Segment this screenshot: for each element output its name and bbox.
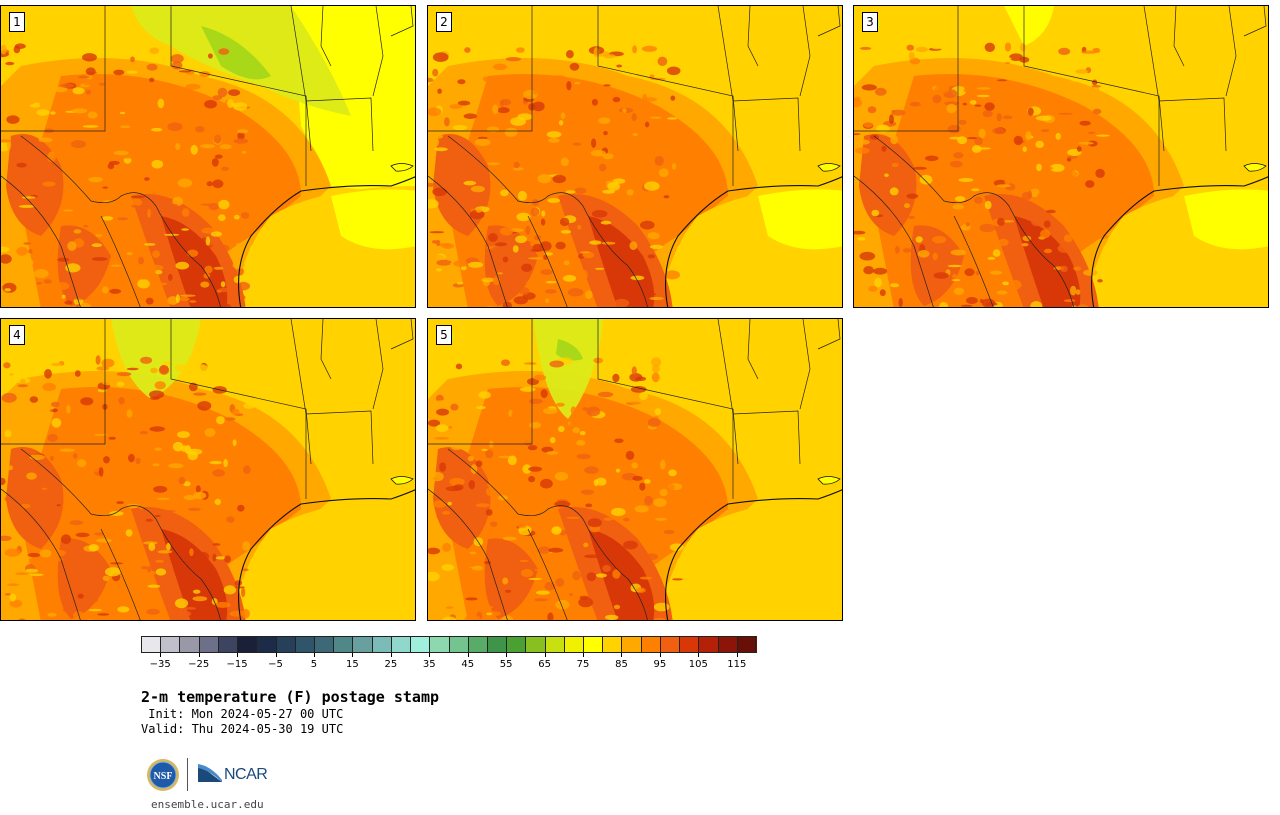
ensemble-member-map-5: 5	[427, 318, 843, 621]
member-label: 1	[9, 12, 25, 32]
colorbar-tick-label: −25	[188, 659, 210, 670]
colorbar-swatch	[390, 636, 411, 653]
colorbar-tick-label: 35	[422, 659, 436, 670]
colorbar-tick-label: 55	[499, 659, 513, 670]
colorbar-swatch	[583, 636, 603, 653]
colorbar-tick	[429, 653, 431, 657]
init-time: Init: Mon 2024-05-27 00 UTC	[141, 707, 344, 721]
member-label: 5	[436, 325, 452, 345]
colorbar-tick-label: −15	[226, 659, 248, 670]
colorbar-swatch	[256, 636, 277, 653]
colorbar-tick	[659, 653, 661, 657]
colorbar-swatch	[217, 636, 238, 653]
temperature-field	[1, 6, 415, 307]
colorbar-tick-label: 45	[461, 659, 475, 670]
colorbar-swatch	[525, 636, 546, 653]
colorbar-tick	[544, 653, 546, 657]
colorbar-swatch	[294, 636, 315, 653]
colorbar-tick-label: 85	[615, 659, 628, 670]
plot-title: 2-m temperature (F) postage stamp	[141, 688, 440, 706]
logo-separator	[187, 758, 188, 791]
colorbar-swatch	[544, 636, 565, 653]
colorbar-tick-label: 115	[727, 659, 747, 670]
website-url: ensemble.ucar.edu	[151, 798, 264, 811]
colorbar-tick	[583, 653, 585, 657]
colorbar-swatch	[563, 636, 584, 653]
colorbar-swatch	[640, 636, 661, 653]
colorbar-swatch	[141, 636, 161, 653]
colorbar-swatch	[621, 636, 642, 653]
ncar-logo-text: NCAR	[224, 766, 268, 783]
colorbar-tick-label: −5	[268, 659, 283, 670]
colorbar-swatch	[371, 636, 392, 653]
colorbar-swatch	[352, 636, 373, 653]
colorbar-tick	[313, 653, 315, 657]
temperature-colorbar	[141, 636, 757, 653]
colorbar-swatch	[698, 636, 719, 653]
colorbar-swatch	[736, 636, 757, 653]
colorbar-tick	[237, 653, 239, 657]
colorbar-tick	[736, 653, 738, 657]
nsf-logo-text: NSF	[154, 771, 173, 782]
colorbar-swatch	[333, 636, 353, 653]
colorbar-tick-label: 15	[346, 659, 359, 670]
colorbar-tick	[352, 653, 354, 657]
colorbar-tick-label: 75	[576, 659, 590, 670]
colorbar-tick-label: 5	[310, 659, 318, 670]
colorbar-tick	[275, 653, 277, 657]
temperature-field	[1, 319, 415, 620]
colorbar-tick-label: 95	[653, 659, 667, 670]
ensemble-member-map-3: 3	[853, 5, 1269, 308]
colorbar-tick	[621, 653, 623, 657]
colorbar-swatch	[448, 636, 469, 653]
colorbar-swatch	[410, 636, 430, 653]
colorbar-swatch	[429, 636, 449, 653]
colorbar-tick	[698, 653, 700, 657]
member-label: 4	[9, 325, 25, 345]
colorbar-swatch	[679, 636, 699, 653]
colorbar-swatch	[275, 636, 296, 653]
colorbar-swatch	[179, 636, 200, 653]
colorbar-tick	[198, 653, 200, 657]
colorbar-tick	[506, 653, 508, 657]
colorbar-tick-label: 25	[384, 659, 398, 670]
colorbar-swatch	[717, 636, 738, 653]
colorbar-swatch	[659, 636, 680, 653]
ensemble-member-map-2: 2	[427, 5, 843, 308]
ensemble-member-map-4: 4	[0, 318, 416, 621]
member-label: 3	[862, 12, 878, 32]
temperature-field	[854, 6, 1268, 307]
nsf-logo-icon: NSF	[147, 759, 179, 791]
ensemble-member-map-1: 1	[0, 5, 416, 308]
valid-time: Valid: Thu 2024-05-30 19 UTC	[141, 722, 344, 736]
colorbar-swatch	[198, 636, 219, 653]
colorbar-swatch	[313, 636, 334, 653]
colorbar-swatch	[602, 636, 622, 653]
colorbar-tick-label: 105	[688, 659, 708, 670]
colorbar-tick	[390, 653, 392, 657]
ncar-logo-icon	[198, 764, 222, 782]
colorbar-swatch	[486, 636, 507, 653]
colorbar-tick-label: 65	[538, 659, 551, 670]
colorbar-swatch	[237, 636, 257, 653]
member-label: 2	[436, 12, 452, 32]
colorbar-swatch	[160, 636, 180, 653]
colorbar-swatch	[506, 636, 526, 653]
temperature-field	[428, 319, 842, 620]
temperature-field	[428, 6, 842, 307]
colorbar-tick	[467, 653, 469, 657]
colorbar-swatch	[467, 636, 488, 653]
colorbar-tick-label: −35	[149, 659, 171, 670]
colorbar-tick	[160, 653, 162, 657]
